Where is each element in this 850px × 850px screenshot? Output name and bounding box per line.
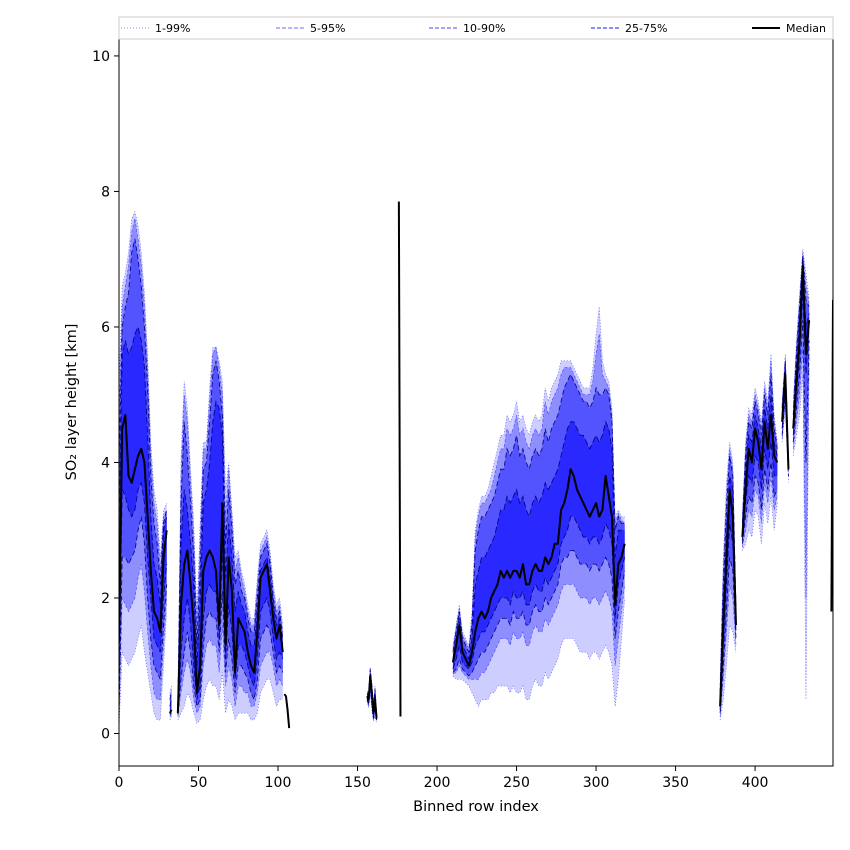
percentile-line-p90-segment-2 xyxy=(177,360,284,707)
percentile-line-p5-segment-1 xyxy=(169,714,172,717)
percentile-line-p10-segment-1 xyxy=(169,712,172,715)
x-tick-label-5: 250 xyxy=(503,775,530,791)
median-line-segment-9 xyxy=(781,373,790,470)
percentile-line-q75-segment-8 xyxy=(741,394,778,531)
percentile-line-p5-segment-8 xyxy=(742,475,778,548)
x-tick-label-0: 0 xyxy=(115,775,124,791)
percentile-line-p10-segment-8 xyxy=(741,462,778,544)
percentile-line-p95-segment-1 xyxy=(169,689,172,697)
percentile-line-p5-segment-2 xyxy=(177,625,284,717)
median-line-segment-5 xyxy=(397,201,402,717)
percentile-line-p5-segment-4 xyxy=(366,689,377,722)
y-tick-label-1: 2 xyxy=(101,591,110,607)
x-axis-label: Binned row index xyxy=(413,799,539,815)
legend-label-2: 10-90% xyxy=(463,22,505,35)
percentile-line-p99-segment-1 xyxy=(169,685,172,693)
legend-label-1: 5-95% xyxy=(310,22,345,35)
band-25-75%-segment-7 xyxy=(720,476,736,710)
percentile-line-q25-segment-4 xyxy=(366,682,378,720)
percentile-line-q75-segment-0 xyxy=(119,325,168,605)
median-line-segment-8 xyxy=(741,414,779,538)
legend: 1-99% 5-95% 10-90% 25-75% Median xyxy=(118,16,834,40)
percentile-line-p5-segment-6 xyxy=(452,584,625,680)
percentile-line-p99-segment-9 xyxy=(781,354,789,453)
x-tick-label-8: 400 xyxy=(742,775,769,791)
x-tick-label-1: 50 xyxy=(190,775,208,791)
y-tick-label-2: 4 xyxy=(101,455,110,471)
percentile-line-q25-segment-2 xyxy=(177,550,284,714)
percentile-line-p5-segment-7 xyxy=(719,584,737,717)
y-tick-label-3: 6 xyxy=(101,320,110,336)
median-line-segment-3 xyxy=(283,693,291,729)
percentile-line-p99-segment-2 xyxy=(177,346,284,700)
percentile-line-p5-segment-10 xyxy=(792,347,810,598)
legend-box xyxy=(118,16,834,40)
percentile-line-q75-segment-2 xyxy=(177,399,284,710)
legend-label-0: 1-99% xyxy=(155,22,190,35)
percentile-line-p10-segment-10 xyxy=(792,320,810,463)
percentile-line-p90-segment-1 xyxy=(169,692,172,700)
percentile-line-p5-segment-0 xyxy=(119,564,168,720)
x-tick-label-7: 350 xyxy=(662,775,689,791)
percentile-line-p95-segment-2 xyxy=(177,346,284,703)
y-axis-label: SO₂ layer height [km] xyxy=(64,324,80,481)
percentile-line-p10-segment-0 xyxy=(119,516,168,714)
axes: 0 50 100 150 200 250 300 350 400 0 2 4 6 8 10 xyxy=(92,49,768,791)
percentile-line-p95-segment-0 xyxy=(119,218,167,571)
median-line-segment-4 xyxy=(366,674,378,719)
x-tick-label-3: 150 xyxy=(344,775,371,791)
percentile-line-p99-segment-8 xyxy=(742,354,778,517)
percentile-line-p1-segment-10 xyxy=(792,367,810,700)
percentile-line-p90-segment-6 xyxy=(452,373,625,654)
y-tick-label-4: 8 xyxy=(101,184,110,200)
y-tick-label-0: 0 xyxy=(101,726,110,742)
percentile-line-p10-segment-2 xyxy=(177,591,284,715)
percentile-line-q25-segment-0 xyxy=(119,481,168,680)
plot-area xyxy=(119,201,833,731)
median-line-segment-0 xyxy=(119,414,168,639)
median-line-segment-6 xyxy=(451,468,626,667)
x-tick-label-2: 100 xyxy=(265,775,292,791)
percentile-line-p10-segment-6 xyxy=(452,550,626,677)
percentile-line-p90-segment-8 xyxy=(741,374,778,524)
median-line-segment-10 xyxy=(792,264,811,429)
percentile-line-p90-segment-0 xyxy=(119,238,168,585)
percentile-line-p99-segment-7 xyxy=(719,442,737,680)
percentile-line-p90-segment-10 xyxy=(792,255,810,416)
median-line-segment-2 xyxy=(176,502,284,714)
x-tick-label-4: 200 xyxy=(424,775,451,791)
band-25-75%-segment-0 xyxy=(119,326,167,680)
percentile-line-q25-segment-8 xyxy=(741,442,778,541)
percentile-line-p1-segment-4 xyxy=(366,692,377,724)
percentile-line-q25-segment-6 xyxy=(452,516,626,670)
median-line-segment-1 xyxy=(168,709,173,714)
percentile-line-p95-segment-6 xyxy=(452,333,625,650)
y-tick-label-5: 10 xyxy=(92,49,110,65)
x-tick-label-6: 300 xyxy=(583,775,610,791)
legend-label-4: Median xyxy=(786,22,826,35)
percentile-line-q75-segment-1 xyxy=(169,699,172,707)
median-line-segment-7 xyxy=(719,488,737,707)
percentile-line-p1-segment-1 xyxy=(169,716,172,721)
legend-label-3: 25-75% xyxy=(625,22,667,35)
percentile-line-p10-segment-7 xyxy=(719,557,737,714)
